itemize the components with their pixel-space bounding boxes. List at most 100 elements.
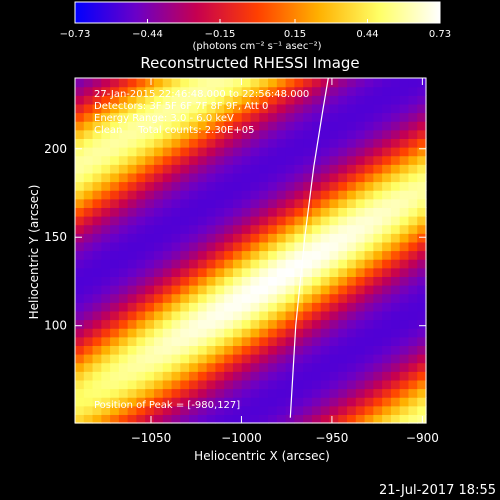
heatmap-cell (311, 250, 322, 260)
heatmap-cell (232, 190, 243, 200)
heatmap-cell (390, 78, 401, 88)
heatmap-cell (373, 250, 383, 260)
heatmap-cell (110, 86, 120, 96)
heatmap-cell (268, 172, 278, 183)
heatmap-cell (101, 328, 111, 338)
heatmap-cell (276, 414, 287, 424)
heatmap-cell (417, 103, 427, 114)
heatmap-cell (390, 388, 401, 398)
heatmap-cell (259, 121, 269, 131)
heatmap-cell (347, 103, 357, 114)
heatmap-cell (110, 164, 120, 174)
heatmap-cell (83, 198, 94, 208)
heatmap-cell (347, 336, 357, 346)
heatmap-cell (268, 414, 278, 424)
heatmap-cell (118, 164, 129, 174)
heatmap-cell (399, 379, 410, 390)
heatmap-cell (145, 155, 155, 165)
heatmap-cell (285, 250, 295, 260)
heatmap-cell (311, 129, 322, 139)
heatmap-cell (311, 414, 322, 424)
x-axis-label: Heliocentric X (arcsec) (194, 449, 330, 463)
heatmap-cell (92, 319, 102, 329)
heatmap-cell (250, 181, 260, 191)
heatmap-cell (382, 345, 392, 355)
heatmap-cell (171, 138, 181, 148)
heatmap-cell (136, 86, 146, 96)
heatmap-cell (303, 112, 313, 122)
heatmap-cell (329, 362, 339, 372)
heatmap-cell (75, 285, 85, 295)
heatmap-cell (110, 103, 120, 114)
heatmap-cell (75, 345, 85, 355)
heatmap-cell (364, 147, 374, 157)
heatmap-cell (294, 233, 304, 243)
heatmap-cell (382, 397, 392, 407)
heatmap-cell (347, 181, 357, 191)
heatmap-cell (75, 397, 85, 407)
heatmap-cell (268, 129, 278, 139)
heatmap-cell (92, 86, 102, 96)
heatmap-cell (136, 354, 146, 364)
heatmap-cell (399, 414, 410, 424)
heatmap-cell (303, 379, 313, 390)
heatmap-cell (145, 129, 155, 139)
heatmap-cell (101, 86, 111, 96)
heatmap-cell (171, 78, 181, 88)
heatmap-cell (136, 121, 146, 131)
heatmap-cell (224, 164, 234, 174)
heatmap-cell (259, 207, 269, 217)
heatmap-cell (250, 336, 260, 346)
heatmap-cell (92, 267, 102, 277)
heatmap-cell (75, 319, 85, 329)
heatmap-cell (259, 172, 269, 183)
heatmap-cell (92, 233, 102, 243)
heatmap-cell (285, 336, 295, 346)
heatmap-cell (215, 147, 225, 157)
heatmap-cell (197, 250, 208, 260)
heatmap-cell (399, 121, 410, 131)
heatmap-cell (224, 216, 234, 226)
heatmap-cell (285, 319, 295, 329)
heatmap-cell (259, 371, 269, 381)
heatmap-cell (171, 121, 181, 131)
heatmap-cell (180, 285, 190, 295)
heatmap-cell (382, 181, 392, 191)
heatmap-cell (153, 216, 164, 226)
heatmap-cell (197, 371, 208, 381)
heatmap-cell (110, 172, 120, 183)
heatmap-cell (101, 138, 111, 148)
heatmap-cell (390, 250, 401, 260)
heatmap-cell (268, 285, 278, 295)
heatmap-cell (417, 362, 427, 372)
heatmap-cell (303, 224, 313, 234)
heatmap-cell (417, 310, 427, 321)
heatmap-cell (180, 259, 190, 269)
heatmap-cell (206, 354, 216, 364)
heatmap-cell (171, 362, 181, 372)
heatmap-cell (408, 164, 418, 174)
heatmap-cell (303, 190, 313, 200)
heatmap-cell (259, 103, 269, 114)
heatmap-cell (83, 276, 94, 286)
heatmap-cell (311, 285, 322, 295)
heatmap-cell (118, 328, 129, 338)
heatmap-cell (180, 147, 190, 157)
heatmap-cell (320, 267, 331, 277)
heatmap-cell (329, 86, 339, 96)
heatmap-cell (171, 172, 181, 183)
heatmap-cell (75, 379, 85, 390)
heatmap-cell (136, 345, 146, 355)
heatmap-cell (189, 267, 199, 277)
heatmap-cell (110, 354, 120, 364)
heatmap-cell (259, 78, 269, 88)
heatmap-cell (250, 354, 260, 364)
heatmap-cell (373, 414, 383, 424)
heatmap-cell (92, 147, 102, 157)
heatmap-cell (145, 233, 155, 243)
heatmap-cell (110, 388, 120, 398)
heatmap-cell (250, 414, 260, 424)
heatmap-cell (347, 190, 357, 200)
heatmap-cell (408, 362, 418, 372)
heatmap-cell (347, 267, 357, 277)
